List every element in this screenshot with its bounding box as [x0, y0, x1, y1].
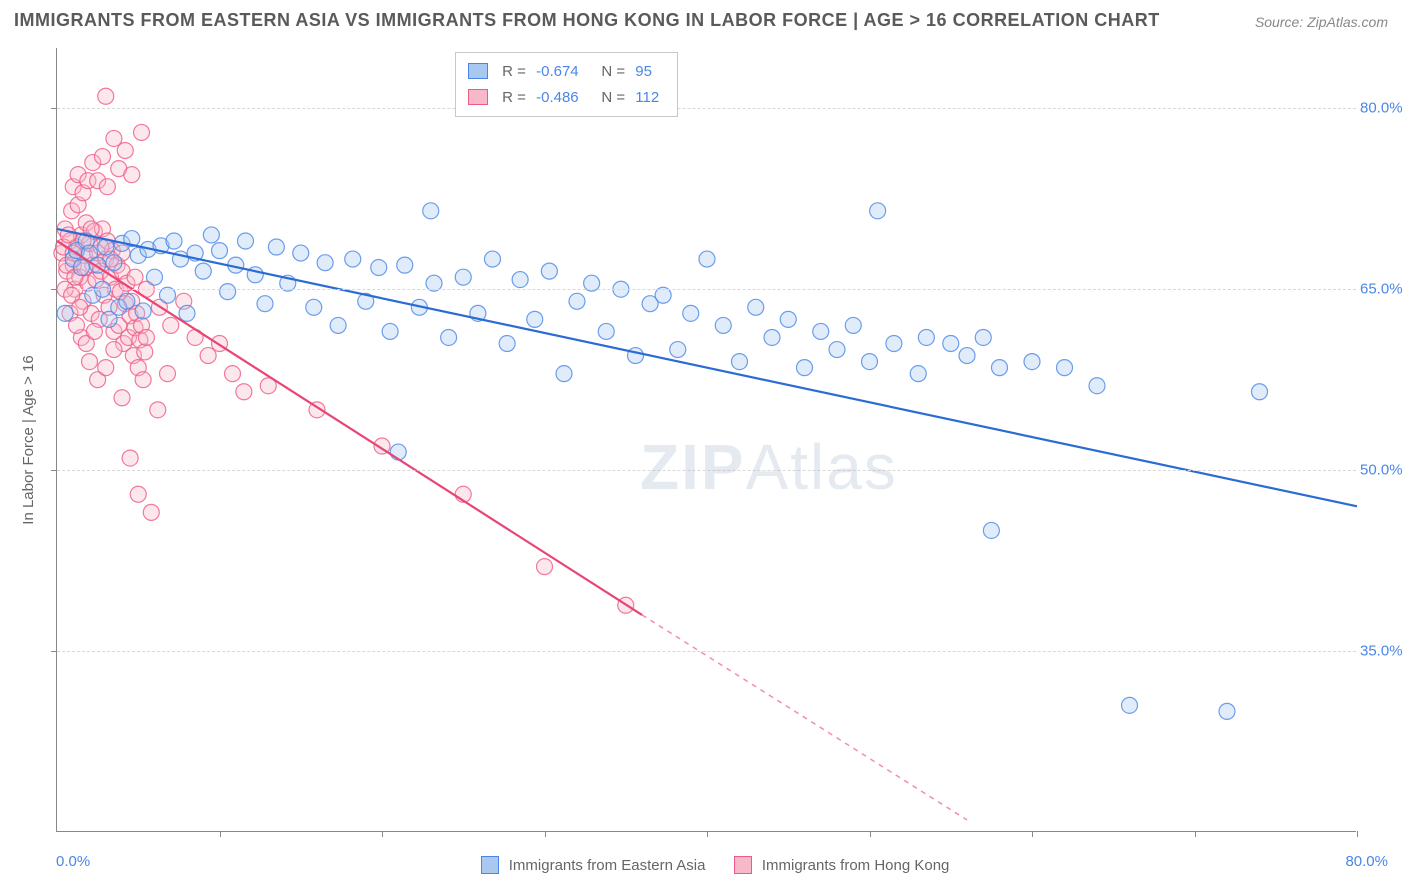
- y-tick-label: 80.0%: [1360, 100, 1406, 117]
- n-label: N =: [601, 63, 625, 80]
- n-value-hong-kong: 112: [635, 89, 659, 106]
- y-tick-label: 65.0%: [1360, 281, 1406, 298]
- r-label: R =: [502, 89, 526, 106]
- correlation-row-eastern-asia: R = -0.674 N = 95: [468, 59, 665, 85]
- y-tick-label: 35.0%: [1360, 643, 1406, 660]
- legend-label-hong-kong: Immigrants from Hong Kong: [762, 857, 950, 874]
- r-value-eastern-asia: -0.674: [536, 63, 579, 80]
- bottom-legend: Immigrants from Eastern Asia Immigrants …: [0, 856, 1406, 874]
- chart-svg: [57, 48, 1356, 831]
- chart-title: IMMIGRANTS FROM EASTERN ASIA VS IMMIGRAN…: [14, 10, 1160, 31]
- chart-plot-area: 35.0%50.0%65.0%80.0%: [56, 48, 1356, 832]
- y-tick-label: 50.0%: [1360, 462, 1406, 479]
- r-value-hong-kong: -0.486: [536, 89, 579, 106]
- r-label: R =: [502, 63, 526, 80]
- correlation-legend: R = -0.674 N = 95 R = -0.486 N = 112: [455, 52, 678, 117]
- source-attribution: Source: ZipAtlas.com: [1255, 14, 1388, 30]
- legend-swatch-hong-kong: [734, 856, 752, 874]
- correlation-swatch-hong-kong: [468, 89, 488, 105]
- n-label: N =: [601, 89, 625, 106]
- correlation-row-hong-kong: R = -0.486 N = 112: [468, 85, 665, 111]
- legend-label-eastern-asia: Immigrants from Eastern Asia: [509, 857, 706, 874]
- n-value-eastern-asia: 95: [635, 63, 652, 80]
- correlation-swatch-eastern-asia: [468, 63, 488, 79]
- legend-swatch-eastern-asia: [481, 856, 499, 874]
- y-axis-title: In Labor Force | Age > 16: [20, 355, 37, 524]
